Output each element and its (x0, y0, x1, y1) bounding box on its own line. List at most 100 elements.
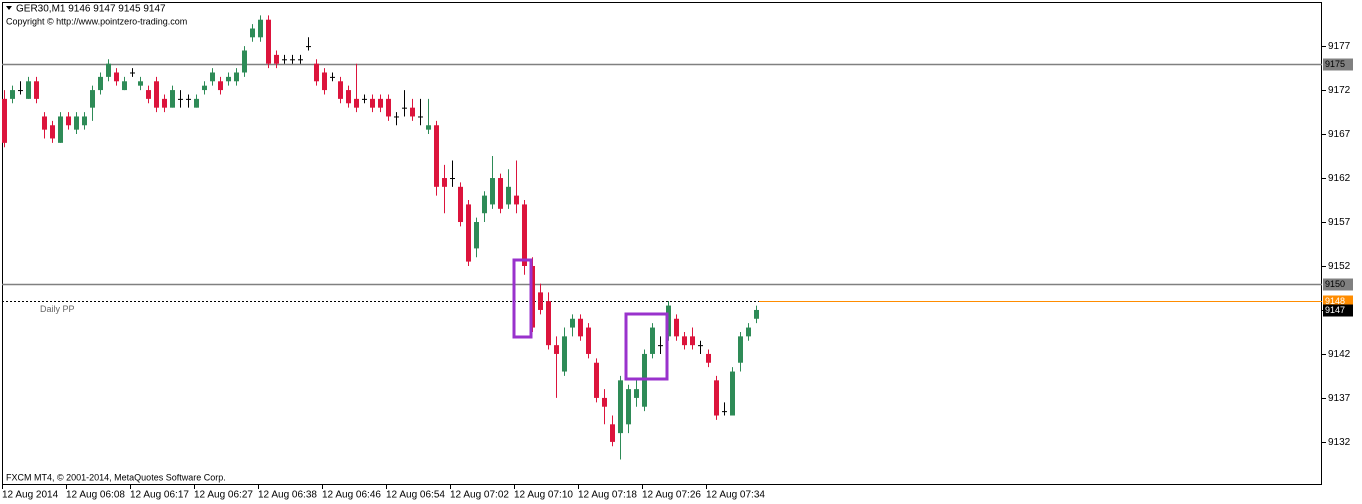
x-tick-label: 12 Aug 06:08 (66, 490, 125, 501)
candle-body (130, 72, 135, 74)
candle-body (466, 204, 471, 262)
candle-body (98, 76, 103, 91)
candle-body (458, 186, 463, 223)
x-tick-label: 12 Aug 07:26 (642, 490, 701, 501)
candle-body (450, 178, 455, 180)
candle-body (490, 178, 495, 205)
candle-body (10, 90, 15, 99)
bid-tag (1323, 304, 1353, 317)
candle-body (602, 397, 607, 407)
candle-body (714, 380, 719, 416)
candle-body (218, 81, 223, 91)
candle-body (178, 98, 183, 100)
candle-body (386, 98, 391, 117)
candle-body (426, 125, 431, 130)
candle-body (394, 116, 399, 118)
candle-body (442, 178, 447, 187)
candle-body (514, 195, 519, 205)
level-tag (1323, 58, 1353, 71)
x-tick-label: 12 Aug 07:10 (514, 490, 573, 501)
candle-body (562, 336, 567, 372)
candle-body (234, 72, 239, 82)
candle-body (106, 63, 111, 77)
x-tick-label: 12 Aug 06:54 (386, 490, 445, 501)
candle-body (162, 98, 167, 108)
candle-body (506, 186, 511, 205)
ask-label: 9148 (1325, 296, 1345, 306)
x-tick-label: 12 Aug 06:27 (194, 490, 253, 501)
candle-body (522, 204, 527, 266)
candle-body (322, 72, 327, 91)
candle-body (586, 327, 591, 354)
candle-body (570, 318, 575, 328)
candle-body (626, 389, 631, 425)
candle-body (306, 46, 311, 48)
chart-title: GER30,M1 9146 9147 9145 9147 (16, 4, 166, 15)
y-tick-label: 9142 (1328, 349, 1351, 360)
candle-body (18, 90, 23, 92)
candle-body (210, 72, 215, 82)
candle-body (690, 336, 695, 346)
x-tick-label: 12 Aug 06:46 (322, 490, 381, 501)
candle-body (730, 371, 735, 416)
candle-body (226, 76, 231, 82)
candle-body (242, 50, 247, 73)
candle-body (34, 81, 39, 99)
candle-body (658, 345, 663, 347)
candle-body (650, 327, 655, 354)
candle-body (258, 19, 263, 38)
candle-body (170, 90, 175, 108)
candle-body (138, 81, 143, 86)
candle-body (410, 107, 415, 117)
candle-body (202, 85, 207, 91)
candle-body (706, 353, 711, 363)
candle-body (738, 336, 743, 363)
plot-frame (2, 2, 1322, 485)
candle-body (402, 107, 407, 109)
candle-body (122, 81, 127, 91)
x-tick-label: 12 Aug 06:38 (258, 490, 317, 501)
candle-body (578, 318, 583, 337)
menu-arrow[interactable] (6, 6, 12, 10)
candle-body (194, 98, 199, 108)
candle-body (186, 98, 191, 100)
pivot-label: Daily PP (40, 304, 75, 314)
x-tick-label: 12 Aug 07:02 (450, 490, 509, 501)
highlight-box (624, 312, 669, 381)
candle-body (82, 116, 87, 126)
x-tick-label: 12 Aug 06:17 (130, 490, 189, 501)
candle-body (434, 125, 439, 187)
candle-body (474, 222, 479, 249)
candle-body (282, 59, 287, 61)
candle-body (498, 178, 503, 209)
x-tick-label: 12 Aug 07:34 (706, 490, 765, 501)
candle-body (338, 81, 343, 99)
copyright: Copyright © http://www.pointzero-trading… (6, 16, 187, 26)
candle-body (50, 125, 55, 139)
candle-body (58, 116, 63, 143)
y-tick-label: 9137 (1328, 393, 1351, 404)
candle-body (674, 318, 679, 337)
candle-body (634, 389, 639, 398)
candle-body (546, 301, 551, 346)
candle-body (274, 54, 279, 64)
y-tick-label: 9132 (1328, 437, 1351, 448)
candle-body (698, 345, 703, 347)
candle-body (314, 63, 319, 82)
candle-body (146, 90, 151, 99)
candle-body (362, 98, 367, 100)
y-tick-label: 9152 (1328, 261, 1351, 272)
candle-body (682, 336, 687, 346)
y-tick-label: 9157 (1328, 217, 1351, 228)
candle-body (2, 98, 7, 143)
footer: FXCM MT4, © 2001-2014, MetaQuotes Softwa… (6, 472, 226, 482)
y-tick-label: 9167 (1328, 129, 1351, 140)
candle-body (746, 327, 751, 337)
candle-body (722, 411, 727, 413)
candle-body (66, 116, 71, 126)
candle-body (378, 98, 383, 108)
level-label: 9150 (1325, 279, 1345, 289)
candle-body (754, 309, 759, 319)
candle-body (154, 81, 159, 108)
